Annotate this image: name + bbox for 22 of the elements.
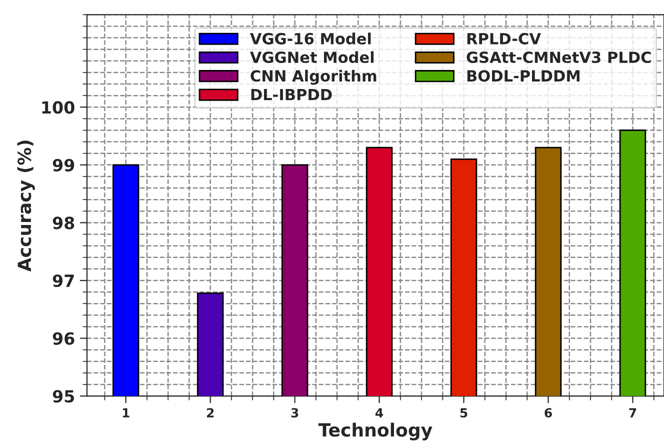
y-tick-label: 100 bbox=[42, 101, 74, 114]
legend-label: BODL-PLDDM bbox=[467, 70, 580, 82]
y-tick-label: 97 bbox=[52, 274, 74, 288]
legend-label: CNN Algorithm bbox=[250, 70, 376, 85]
y-axis-title: Accuracy (%) bbox=[17, 140, 35, 272]
x-tick-label: 3 bbox=[291, 408, 298, 418]
x-tick-label: 2 bbox=[206, 408, 214, 418]
legend-label: RPLD-CV bbox=[467, 32, 541, 44]
y-tick-label: 99 bbox=[52, 158, 74, 172]
x-tick-label: 1 bbox=[122, 408, 130, 418]
y-tick-label: 96 bbox=[52, 332, 74, 345]
x-tick-label: 4 bbox=[376, 408, 384, 418]
y-tick-label: 95 bbox=[52, 390, 74, 403]
legend-label: VGG-16 Model bbox=[250, 32, 371, 44]
x-tick-label: 6 bbox=[544, 408, 552, 418]
x-axis-title: Technology bbox=[318, 422, 432, 440]
y-tick-label: 98 bbox=[52, 216, 74, 230]
legend-label: DL-IBPDD bbox=[251, 89, 332, 100]
legend-label: GSAtt-CMNetV3 PLDC bbox=[466, 52, 651, 64]
x-tick-label: 7 bbox=[629, 408, 636, 418]
x-tick-label: 5 bbox=[460, 408, 468, 418]
legend-label: VGGNet Model bbox=[250, 51, 374, 64]
